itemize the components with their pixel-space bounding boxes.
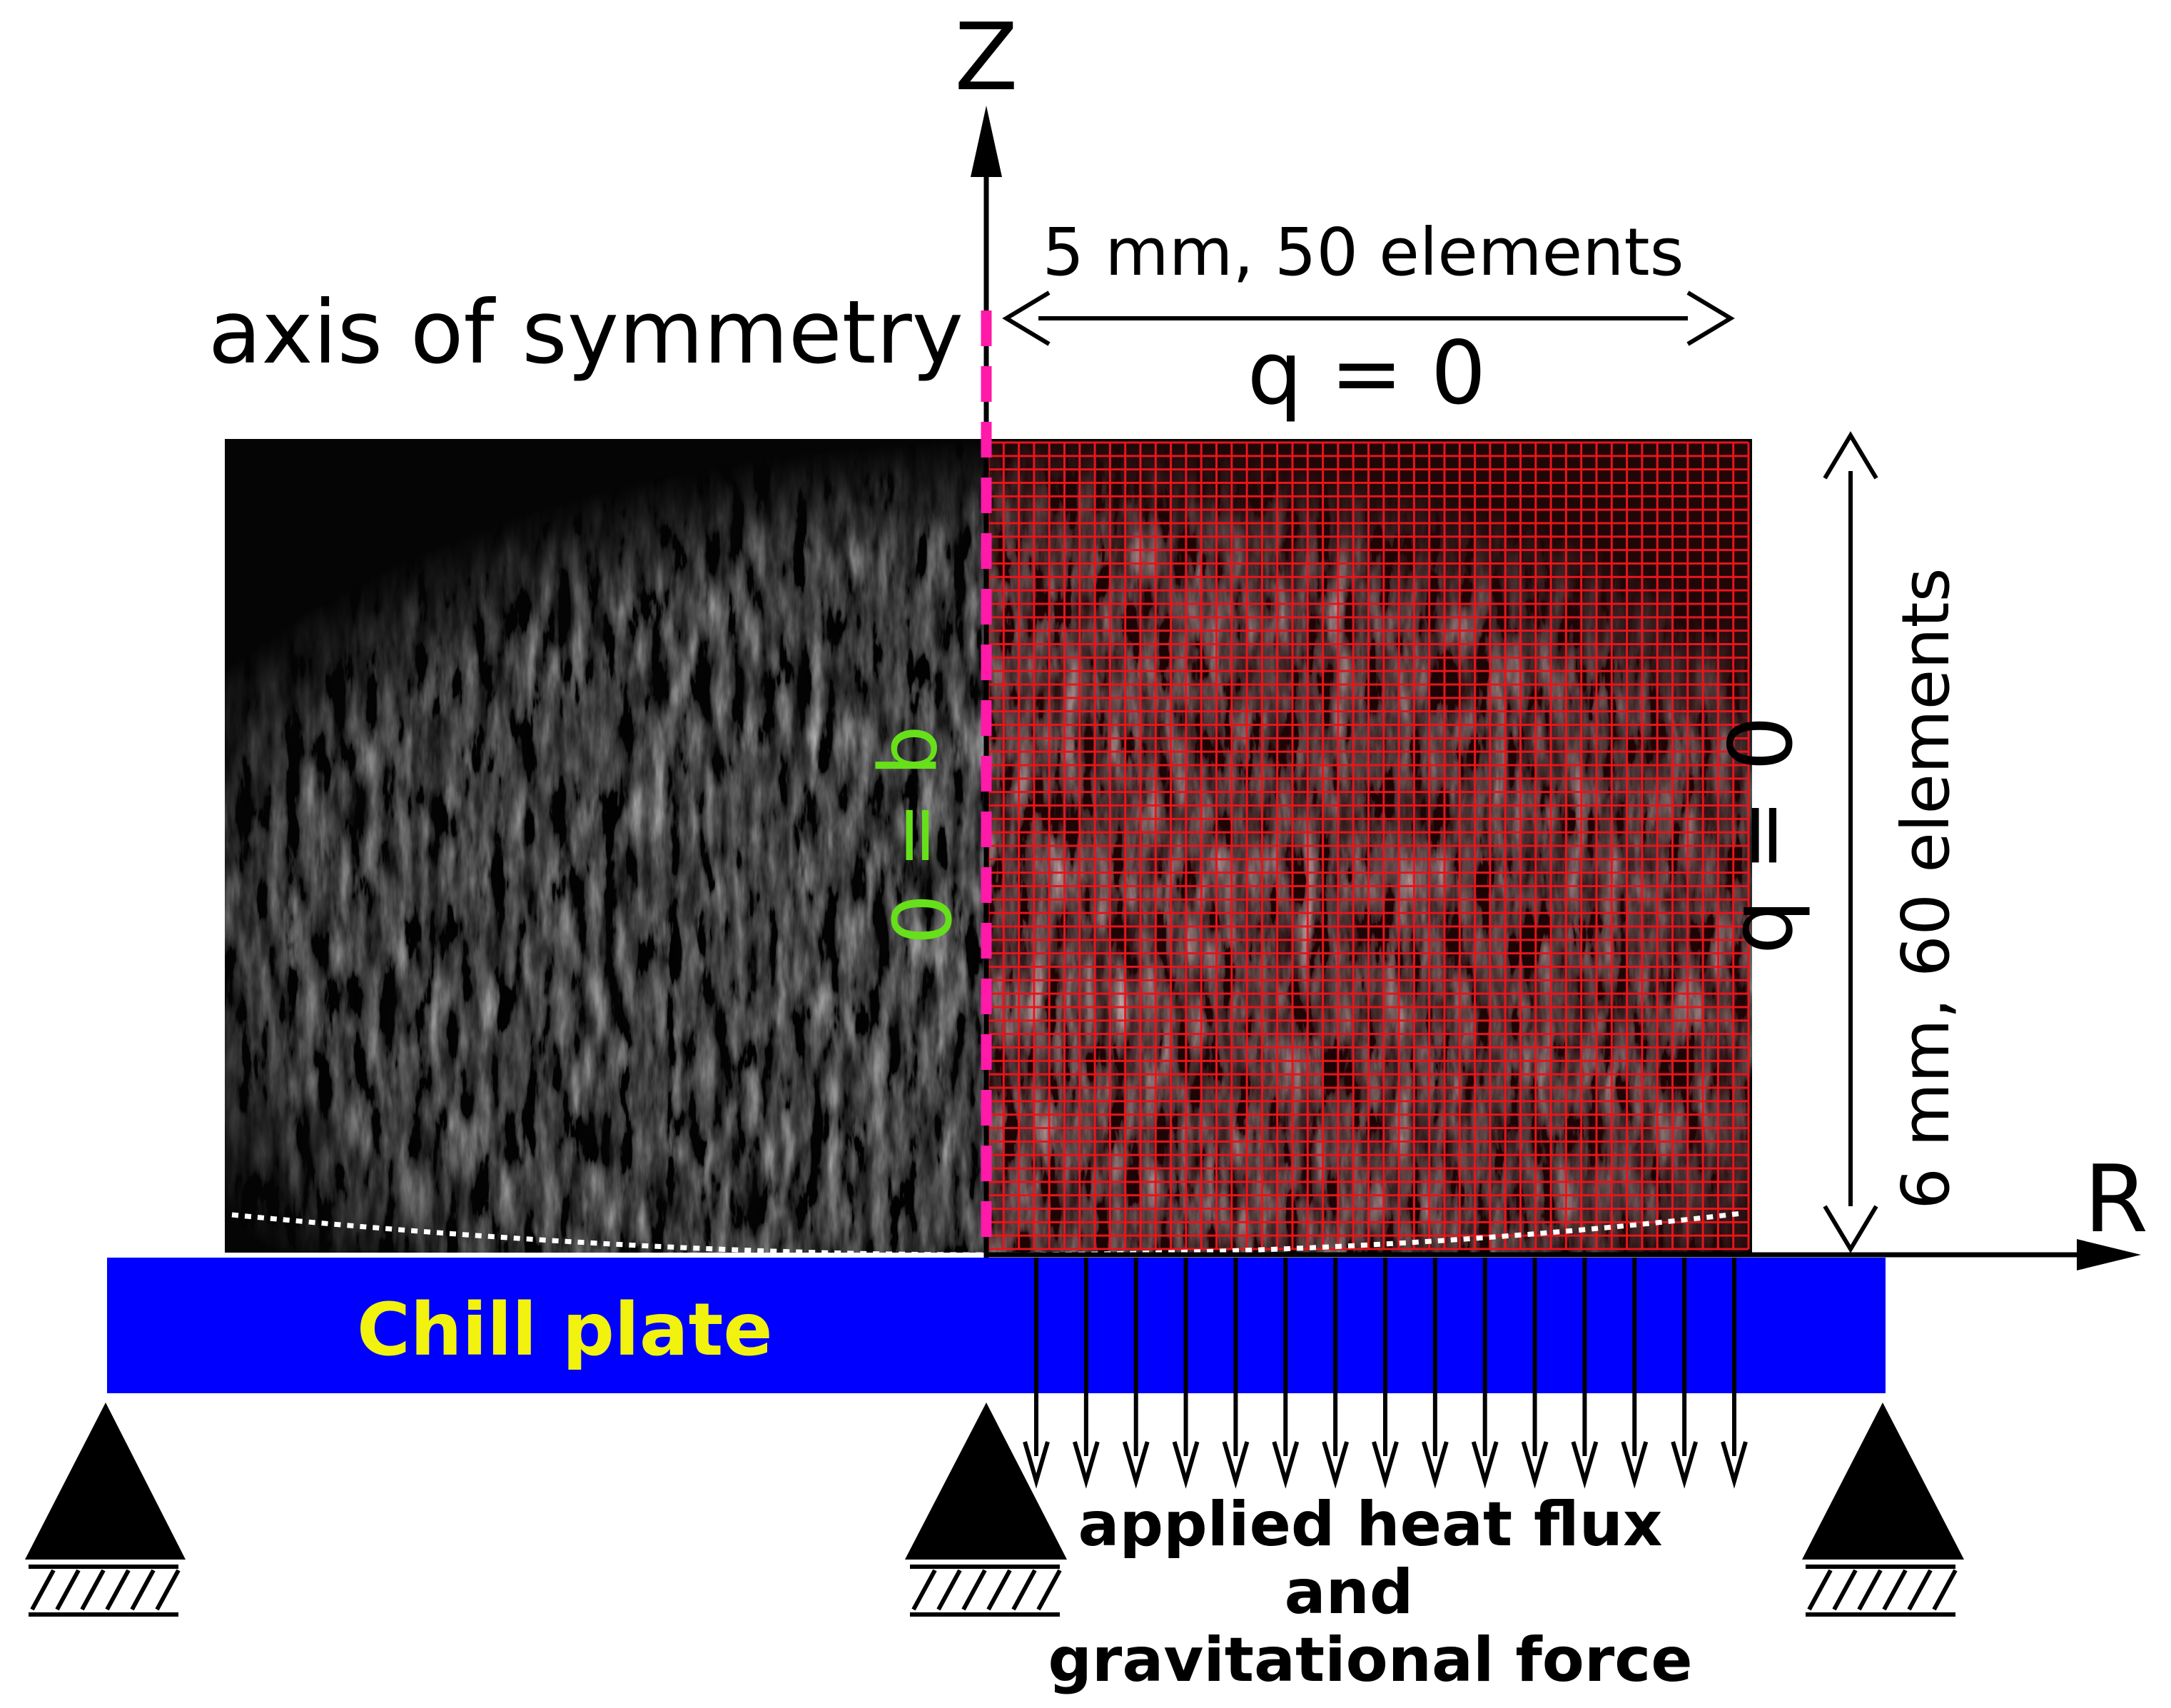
q-axis-label: q = 0 bbox=[873, 725, 966, 944]
down-arrow-icon bbox=[1571, 1441, 1599, 1489]
up-arrowhead-icon bbox=[1823, 431, 1878, 480]
down-arrow-icon bbox=[1671, 1441, 1699, 1489]
down-arrow-icon bbox=[1621, 1441, 1649, 1489]
down-arrow-icon bbox=[1421, 1441, 1449, 1489]
down-arrow-icon bbox=[1272, 1441, 1300, 1489]
down-arrow-icon bbox=[1172, 1441, 1200, 1489]
down-arrow-icon bbox=[1521, 1441, 1549, 1489]
down-arrow-icon bbox=[1322, 1441, 1350, 1489]
chill-plate bbox=[107, 1258, 1886, 1393]
down-arrow-icon bbox=[1072, 1441, 1100, 1489]
load-caption-line-1: applied heat flux bbox=[1078, 1489, 1662, 1560]
z-axis-arrowhead-icon bbox=[971, 106, 1002, 177]
load-caption-line-2: and bbox=[1285, 1557, 1414, 1628]
down-arrowhead-icon bbox=[1823, 1205, 1878, 1253]
axis-of-symmetry-label: axis of symmetry bbox=[208, 282, 963, 383]
left-support-icon bbox=[25, 1403, 186, 1617]
load-caption-line-3: gravitational force bbox=[1048, 1624, 1692, 1696]
down-arrow-icon bbox=[1372, 1441, 1399, 1489]
chill-plate-label: Chill plate bbox=[357, 1288, 773, 1373]
q-right-label: q = 0 bbox=[1711, 716, 1812, 955]
top-dimension-label: 5 mm, 50 elements bbox=[1042, 214, 1684, 290]
down-arrow-icon bbox=[1023, 1441, 1050, 1489]
fusion-boundary-dotted-line bbox=[231, 1211, 1742, 1258]
right-arrowhead-icon bbox=[1686, 290, 1735, 346]
down-arrow-icon bbox=[1122, 1441, 1150, 1489]
q-top-label: q = 0 bbox=[1248, 323, 1487, 424]
r-axis-arrowhead-icon bbox=[2077, 1239, 2141, 1270]
down-arrow-icon bbox=[1471, 1441, 1499, 1489]
right-support-icon bbox=[1802, 1403, 1964, 1617]
right-dimension-label: 6 mm, 60 elements bbox=[1888, 567, 1964, 1209]
center-support-icon bbox=[905, 1403, 1067, 1617]
left-arrowhead-icon bbox=[1002, 290, 1051, 346]
down-arrow-icon bbox=[1721, 1441, 1748, 1489]
axis-z-label: Z bbox=[954, 3, 1018, 111]
finite-element-mesh bbox=[987, 441, 1750, 1250]
heat-flux-arrows bbox=[1023, 1258, 1748, 1489]
axis-r-label: R bbox=[2084, 1145, 2148, 1253]
down-arrow-icon bbox=[1222, 1441, 1250, 1489]
